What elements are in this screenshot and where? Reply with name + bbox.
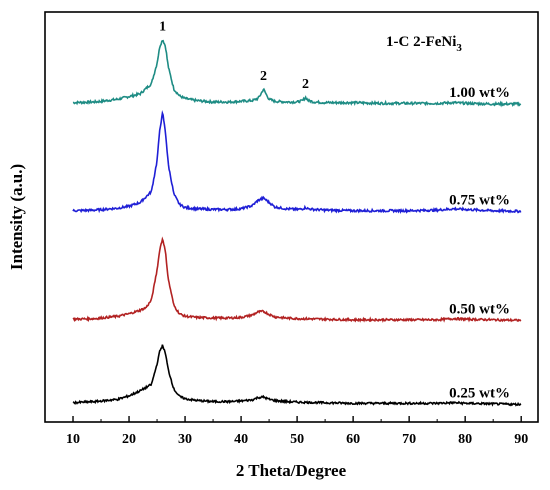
plot-frame [44, 11, 539, 423]
legend-subscript: 3 [456, 42, 462, 54]
series-label-025wt: 0.25 wt% [449, 385, 510, 401]
x-tick-label-20: 20 [122, 432, 136, 447]
series-line-025wt [72, 344, 522, 407]
x-axis-title: 2 Theta/Degree [236, 461, 347, 480]
peak-label-1: 1 [159, 19, 166, 34]
y-axis-title: Intensity (a.u.) [7, 164, 26, 270]
x-tick-label-40: 40 [234, 432, 248, 447]
x-tick-label-30: 30 [178, 432, 192, 447]
x-tick-label-60: 60 [346, 432, 360, 447]
series-line-050wt [72, 236, 522, 323]
legend: 1-C 2-FeNi3 [386, 34, 462, 54]
series-line-100wt [72, 39, 522, 108]
x-tick-label-50: 50 [290, 432, 304, 447]
peak-label-2: 2 [260, 69, 267, 84]
x-tick-label-70: 70 [402, 432, 416, 447]
x-tick-label-80: 80 [458, 432, 472, 447]
series-label-050wt: 0.50 wt% [449, 301, 510, 317]
series-line-075wt [72, 110, 522, 215]
series-label-100wt: 1.00 wt% [449, 85, 510, 101]
x-tick-label-10: 10 [66, 432, 80, 447]
peak-label-3: 2 [302, 77, 309, 92]
legend-main: 1-C 2-FeNi [386, 34, 456, 50]
labels-layer: 1.00 wt% 0.75 wt% 0.50 wt% 0.25 wt% 1 2 2 [159, 19, 510, 401]
x-axis-ticks: 10 20 30 40 50 60 70 80 90 [66, 416, 528, 447]
series-layer [72, 39, 522, 407]
x-tick-label-90: 90 [514, 432, 528, 447]
series-label-075wt: 0.75 wt% [449, 192, 510, 208]
